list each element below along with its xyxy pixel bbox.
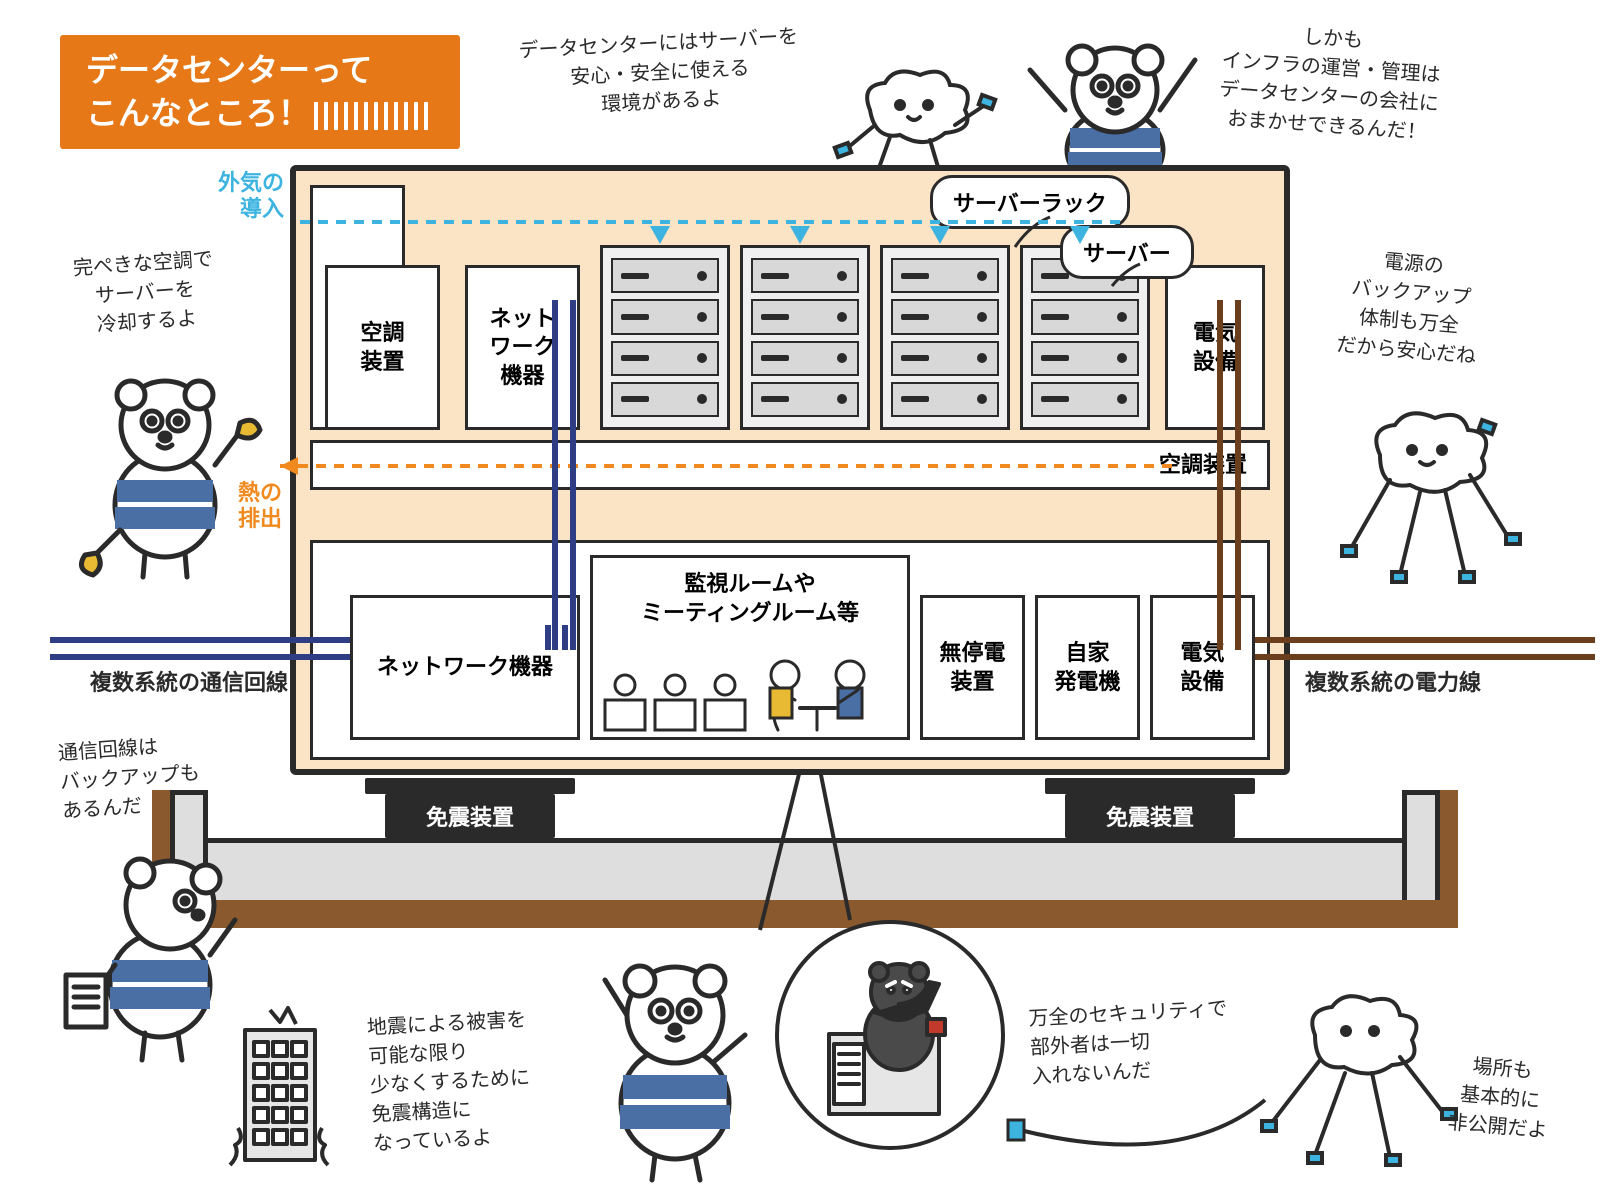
annotation-security: 万全のセキュリティで 部外者は一切 入れないんだ — [1028, 995, 1231, 1092]
isolator-cap — [1045, 778, 1255, 794]
title-line1: データセンターって — [86, 52, 372, 88]
cloud-mascot-power — [1330, 400, 1530, 620]
server-unit — [891, 299, 999, 334]
room-hvac: 空調 装置 — [325, 265, 440, 430]
title-line2: こんなところ！ — [86, 95, 310, 131]
office-people-icon — [600, 630, 900, 745]
title-box: データセンターって こんなところ！ — [60, 35, 460, 149]
server-unit — [751, 382, 859, 417]
annotation-power: 電源の バックアップ 体制も万全 だから安心だね — [1335, 244, 1485, 372]
ext-label-comm: 複数系統の通信回線 — [90, 665, 288, 697]
bubble-tail-icon — [740, 760, 860, 940]
server-unit — [891, 258, 999, 293]
isolator-cap — [365, 778, 575, 794]
server-rack-1 — [600, 245, 730, 430]
title-stripes-icon — [314, 102, 434, 130]
room-generator: 自家 発電機 — [1035, 595, 1140, 740]
server-rack-2 — [740, 245, 870, 430]
server-unit — [1031, 341, 1139, 376]
server-unit — [1031, 382, 1139, 417]
trench-side-right — [1440, 790, 1458, 928]
server-rack-3 — [880, 245, 1010, 430]
annotation-cooling: 完ぺきな空調で サーバーを 冷却するよ — [72, 245, 218, 342]
server-unit — [611, 299, 719, 334]
server-unit — [1031, 299, 1139, 334]
comm-riser-icon — [545, 300, 605, 650]
power-riser-icon — [1195, 300, 1255, 650]
annotation-comm: 通信回線は バックアップも あるんだ — [57, 730, 203, 827]
shaking-building-icon — [210, 1000, 350, 1185]
bear-mascot-earthquake — [560, 935, 780, 1185]
server-unit — [891, 382, 999, 417]
server-unit — [611, 258, 719, 293]
power-lines-icon — [1255, 625, 1595, 665]
cloud-mascot-bottom — [1260, 985, 1460, 1185]
bear-mascot-cooling — [65, 355, 265, 585]
server-unit — [751, 341, 859, 376]
annotation-location: 場所も 基本的に 非公開だよ — [1446, 1051, 1553, 1146]
security-bubble — [775, 920, 1005, 1150]
cloud-mascot-top — [830, 55, 1000, 175]
server-unit — [611, 382, 719, 417]
server-unit — [891, 341, 999, 376]
annotation-top-right: しかも インフラの運営・管理は データセンターの会社に おまかせできるんだ！ — [1216, 17, 1444, 148]
ground-side-right — [1402, 790, 1440, 900]
server-unit — [751, 299, 859, 334]
isolator-right: 免震装置 — [1065, 794, 1235, 838]
ext-label-power: 複数系統の電力線 — [1305, 665, 1481, 697]
server-unit — [751, 258, 859, 293]
air-in-flow-icon — [300, 210, 1170, 260]
annotation-top-center: データセンターにはサーバーを 安心・安全に使える 環境があるよ — [518, 23, 802, 125]
room-ups: 無停電 装置 — [920, 595, 1025, 740]
callout-tail-icon — [1110, 262, 1150, 292]
server-unit — [611, 341, 719, 376]
annotation-earthquake: 地震による被害を 可能な限り 少なくするために 免震構造に なっているよ — [366, 1006, 533, 1159]
plug-line-icon — [1000, 1090, 1280, 1180]
isolator-left: 免震装置 — [385, 794, 555, 838]
air-in-label: 外気の 導入 — [218, 170, 284, 223]
heat-out-flow-icon — [240, 456, 1210, 476]
